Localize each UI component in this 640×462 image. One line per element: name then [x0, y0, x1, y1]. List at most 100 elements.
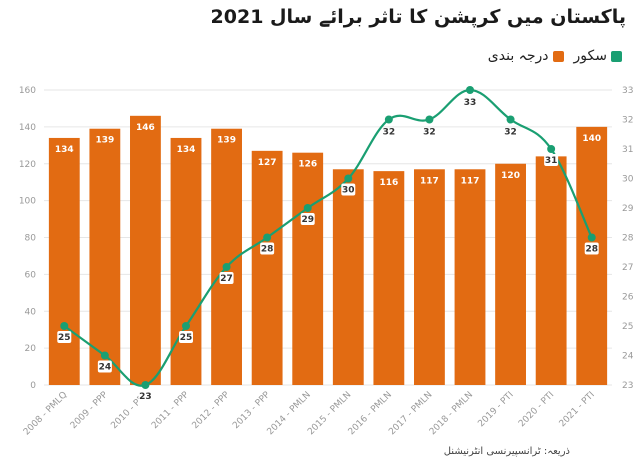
score-label-bg [97, 360, 112, 373]
bar-value-label: 116 [379, 178, 398, 188]
y-left-tick-label: 60 [25, 270, 37, 280]
bar-value-label: 117 [461, 176, 480, 186]
x-tick-label: 2021 - PTI [558, 390, 597, 429]
score-point [344, 174, 353, 183]
legend-label-rank: درجہ بندی [487, 48, 549, 64]
bar [130, 115, 161, 385]
bar [535, 156, 567, 385]
chart-title: پاکستان میں کرپشن کا تاثر برائے سال 2021 [210, 6, 626, 28]
x-tick-label: 2019 - PTI [476, 390, 515, 429]
score-label-bg [138, 390, 153, 402]
score-point [141, 381, 150, 389]
score-value-label: 29 [301, 215, 314, 225]
y-right-tick-label: 30 [622, 175, 634, 185]
y-right-tick-label: 28 [622, 234, 634, 244]
score-value-label: 23 [139, 392, 152, 402]
bar-value-label: 139 [95, 136, 114, 146]
bar [89, 128, 121, 385]
x-tick-label: 2012 - PPP [191, 390, 233, 432]
score-point [100, 351, 109, 360]
bar [251, 150, 283, 385]
y-right-tick-label: 24 [622, 352, 634, 362]
score-point [425, 115, 434, 124]
score-label-bg [179, 331, 193, 343]
score-point [547, 145, 556, 153]
y-left-tick-label: 80 [25, 234, 37, 244]
bar-value-label: 146 [136, 123, 155, 133]
score-point [384, 115, 393, 124]
y-left-tick-label: 20 [25, 344, 37, 354]
bar-value-label: 134 [55, 145, 74, 155]
y-right-tick-label: 33 [622, 86, 633, 96]
y-left-tick-label: 160 [19, 86, 36, 96]
legend: سکور درجہ بندی [488, 48, 622, 64]
score-point [466, 86, 474, 94]
y-right-tick-label: 29 [622, 204, 634, 214]
y-right-tick-label: 31 [622, 145, 633, 155]
bar-value-label: 140 [582, 134, 601, 144]
y-left-tick-label: 100 [19, 197, 36, 207]
bar-value-label: 117 [420, 176, 439, 186]
y-right-tick-label: 26 [622, 293, 634, 303]
score-value-label: 33 [464, 98, 477, 108]
score-label-bg [341, 183, 356, 196]
score-value-label: 25 [180, 333, 193, 343]
x-tick-label: 2008 - PMLQ [22, 390, 69, 437]
score-value-label: 28 [585, 245, 598, 255]
bar-value-label: 134 [177, 145, 196, 155]
score-value-label: 24 [99, 363, 112, 373]
y-left-tick-label: 0 [30, 381, 36, 391]
legend-label-score: سکور [573, 48, 607, 64]
x-tick-label: 2020 - PTI [517, 390, 556, 429]
x-tick-label: 2018 - PMLN [428, 390, 475, 437]
legend-item-rank[interactable]: درجہ بندی [488, 48, 564, 64]
bar [373, 171, 405, 385]
x-tick-label: 2011 - PPP [150, 390, 192, 432]
source-note: ذریعہ: ٹرانسپیرنسی انٹرنیشنل [443, 446, 570, 457]
score-value-label: 28 [261, 245, 274, 255]
y-left-tick-label: 40 [25, 307, 37, 317]
y-right-tick-label: 25 [622, 322, 633, 332]
legend-item-score[interactable]: سکور [574, 48, 622, 64]
score-point [60, 322, 69, 330]
y-left-tick-label: 120 [19, 160, 36, 170]
score-value-label: 32 [423, 128, 436, 138]
bar [495, 163, 526, 385]
y-right-tick-label: 23 [622, 381, 633, 391]
score-point [506, 115, 515, 124]
bar [48, 137, 80, 385]
bar [170, 137, 202, 385]
bar [454, 169, 486, 385]
y-right-tick-label: 27 [622, 263, 633, 273]
bar [576, 126, 608, 385]
score-point [263, 233, 272, 242]
score-point [222, 263, 231, 271]
score-value-label: 31 [545, 156, 558, 166]
bar-value-label: 126 [298, 160, 317, 170]
y-left-tick-label: 140 [19, 123, 36, 133]
score-label-bg [219, 272, 234, 284]
score-label-bg [300, 213, 315, 225]
score-value-label: 32 [383, 128, 396, 138]
score-label-bg [544, 154, 559, 166]
legend-swatch-rank [552, 50, 564, 62]
score-point [182, 322, 190, 330]
legend-swatch-score [611, 50, 622, 62]
score-value-label: 25 [58, 333, 71, 343]
x-tick-label: 2013 - PPP [231, 390, 273, 432]
score-label-bg [57, 331, 72, 343]
bar [414, 169, 445, 385]
score-label-bg [260, 242, 275, 255]
bar-value-label: 139 [217, 136, 236, 146]
bar [292, 152, 324, 385]
y-right-tick-label: 32 [622, 116, 633, 126]
x-tick-label: 2009 - PPP [69, 390, 111, 432]
score-value-label: 32 [504, 128, 517, 138]
bar [332, 169, 364, 385]
score-point [587, 233, 596, 242]
bar-value-label: 120 [501, 171, 520, 181]
score-point [303, 204, 312, 212]
score-value-label: 27 [220, 274, 233, 284]
bar-value-label: 127 [258, 158, 277, 168]
